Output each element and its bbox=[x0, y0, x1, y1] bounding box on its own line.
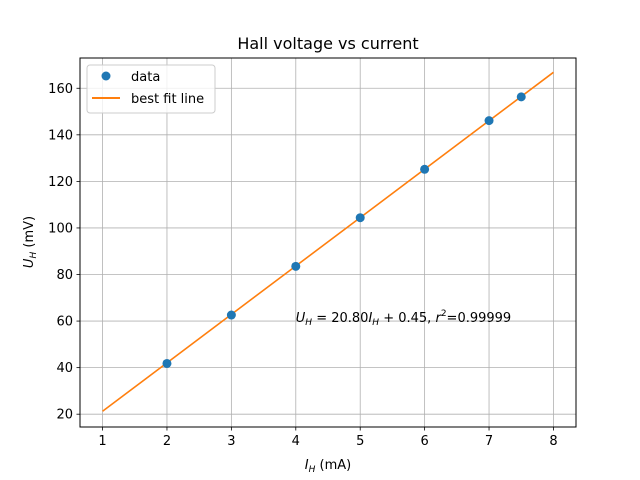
annotation-r: r bbox=[435, 311, 442, 326]
y-axis-ticks: 20 40 60 80 100 120 140 160 bbox=[48, 82, 80, 423]
data-point bbox=[226, 310, 236, 320]
x-tick-label: 3 bbox=[227, 434, 235, 449]
y-tick-label: 80 bbox=[56, 268, 73, 283]
annotation-rest: + 0.45, bbox=[379, 311, 435, 326]
best-fit-line bbox=[102, 71, 554, 412]
data-point bbox=[420, 164, 430, 174]
axes-frame bbox=[79, 57, 577, 428]
data-point bbox=[516, 92, 526, 102]
y-tick-label: 60 bbox=[56, 315, 73, 330]
annotation-i: I bbox=[368, 311, 372, 326]
annotation-u: U bbox=[296, 311, 306, 326]
y-axis-label: UH (mV) bbox=[22, 216, 39, 268]
x-tick-label: 2 bbox=[163, 434, 171, 449]
data-point bbox=[291, 261, 301, 271]
y-tick-label: 20 bbox=[56, 408, 73, 423]
x-tick-label: 1 bbox=[98, 434, 106, 449]
legend-box bbox=[86, 64, 216, 114]
x-axis-label: IH (mA) bbox=[305, 458, 351, 475]
x-axis-label-var: I bbox=[305, 458, 309, 473]
chart-title: Hall voltage vs current bbox=[237, 34, 418, 53]
legend-fit-label: best fit line bbox=[131, 92, 204, 107]
fit-equation-annotation: UH = 20.80IH + 0.45, r2=0.99999 bbox=[296, 309, 511, 328]
y-tick-label: 100 bbox=[48, 221, 73, 236]
annotation-eq: = 20.80 bbox=[312, 311, 368, 326]
data-point bbox=[355, 213, 365, 223]
y-axis-label-unit: (mV) bbox=[22, 216, 37, 252]
annotation-r-val: =0.99999 bbox=[447, 311, 512, 326]
legend-data-marker bbox=[101, 71, 111, 81]
x-axis-ticks: 1 2 3 4 5 6 7 8 bbox=[98, 427, 558, 449]
annotation-i-sub: H bbox=[372, 318, 379, 328]
y-axis-label-sub: H bbox=[29, 252, 39, 259]
plot-series-points bbox=[162, 92, 526, 368]
y-tick-label: 160 bbox=[48, 82, 73, 97]
y-tick-label: 40 bbox=[56, 361, 73, 376]
x-tick-label: 8 bbox=[549, 434, 557, 449]
x-tick-label: 7 bbox=[485, 434, 493, 449]
y-tick-label: 120 bbox=[48, 175, 73, 190]
annotation-u-sub: H bbox=[305, 318, 312, 328]
data-point bbox=[484, 116, 494, 126]
x-tick-label: 5 bbox=[356, 434, 364, 449]
legend-data-label: data bbox=[131, 70, 160, 85]
x-tick-label: 4 bbox=[292, 434, 300, 449]
plot-series-lines bbox=[102, 71, 554, 412]
legend: data best fit line bbox=[86, 64, 216, 114]
x-axis-label-sub: H bbox=[309, 465, 316, 475]
x-tick-label: 6 bbox=[420, 434, 428, 449]
y-tick-label: 140 bbox=[48, 128, 73, 143]
y-axis-label-var: U bbox=[22, 258, 37, 268]
grid-lines bbox=[80, 58, 576, 427]
annotation-r-sup: 2 bbox=[441, 309, 447, 319]
x-axis-label-unit: (mA) bbox=[315, 458, 351, 473]
data-point bbox=[162, 358, 172, 368]
